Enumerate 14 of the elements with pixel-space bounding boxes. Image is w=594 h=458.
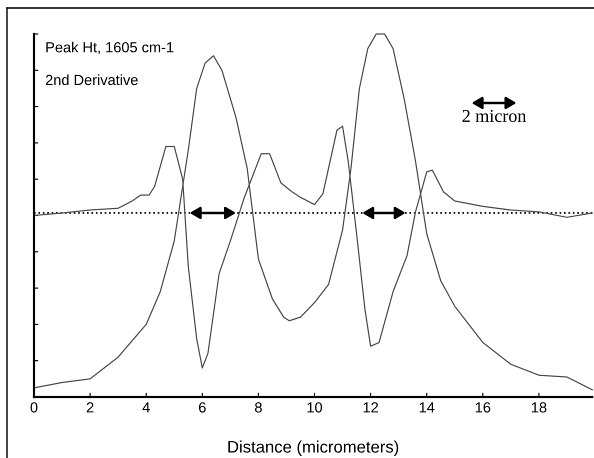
x-tick-label: 2	[86, 402, 94, 412]
x-tick-label: 14	[420, 402, 434, 412]
annotation: 2nd Derivative	[46, 74, 138, 86]
x-tick-label: 16	[476, 402, 490, 413]
x-tick-label: 4	[142, 402, 150, 412]
x-tick-label: 0	[30, 402, 38, 413]
annotation: 2 micron	[462, 110, 526, 122]
x-tick-label: 6	[198, 402, 206, 413]
x-tick-label: 8	[254, 402, 262, 413]
x-tick-label: 10	[308, 402, 322, 413]
x-tick-label: 18	[532, 402, 546, 413]
annotation: Peak Ht, 1605 cm-1	[46, 42, 174, 54]
x-axis-title: Distance (micrometers)	[228, 440, 398, 456]
x-tick-label: 12	[364, 402, 378, 412]
